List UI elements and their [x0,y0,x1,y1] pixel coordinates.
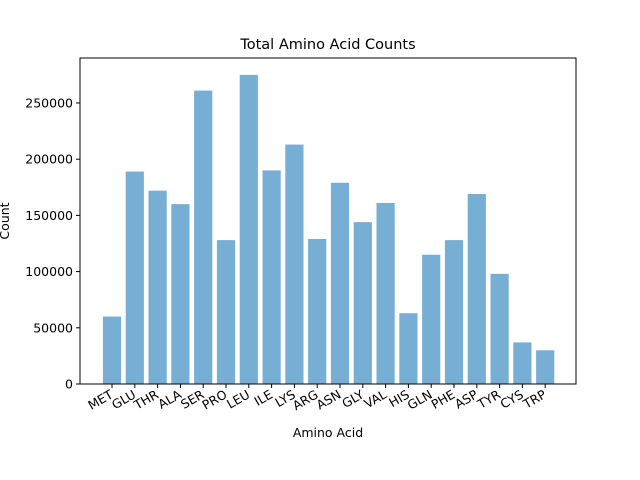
bars-group [102,74,555,385]
y-tick-label: 200000 [25,152,73,167]
bar-lys [285,144,304,384]
y-tick-label: 150000 [25,208,73,223]
bar-leu [239,74,258,385]
bar-glu [125,171,144,384]
y-tick-label: 0 [65,377,73,392]
x-tick-label-trp: TRP [520,386,549,412]
bar-phe [444,240,464,384]
bar-cys [513,342,532,384]
bar-arg [308,238,327,384]
y-tick-label: 50000 [33,320,73,335]
y-tick-label: 100000 [25,264,73,279]
bar-pro [216,240,236,384]
bar-gly [353,222,372,384]
bar-met [102,316,122,384]
bar-ser [194,90,213,384]
y-tick-label: 250000 [25,95,73,110]
bar-asn [330,182,350,384]
bar-tyr [490,273,509,384]
x-tick-label-leu: LEU [224,387,252,412]
plot-frame [79,57,577,385]
y-axis-label: Count [0,202,12,239]
bar-thr [148,190,167,384]
y-axis: 0 50000 100000 150000 200000 250000 [25,95,80,392]
x-axis-label: Amino Acid [293,425,363,440]
bar-his [399,313,418,384]
x-tick-label-val: VAL [361,387,389,412]
chart-title: Total Amino Acid Counts [239,37,415,53]
bar-val [376,203,395,384]
bar-ile [262,170,281,384]
bar-asp [467,194,486,384]
bar-gln [422,254,441,384]
bar-trp [536,350,555,384]
bar-ala [171,204,190,384]
